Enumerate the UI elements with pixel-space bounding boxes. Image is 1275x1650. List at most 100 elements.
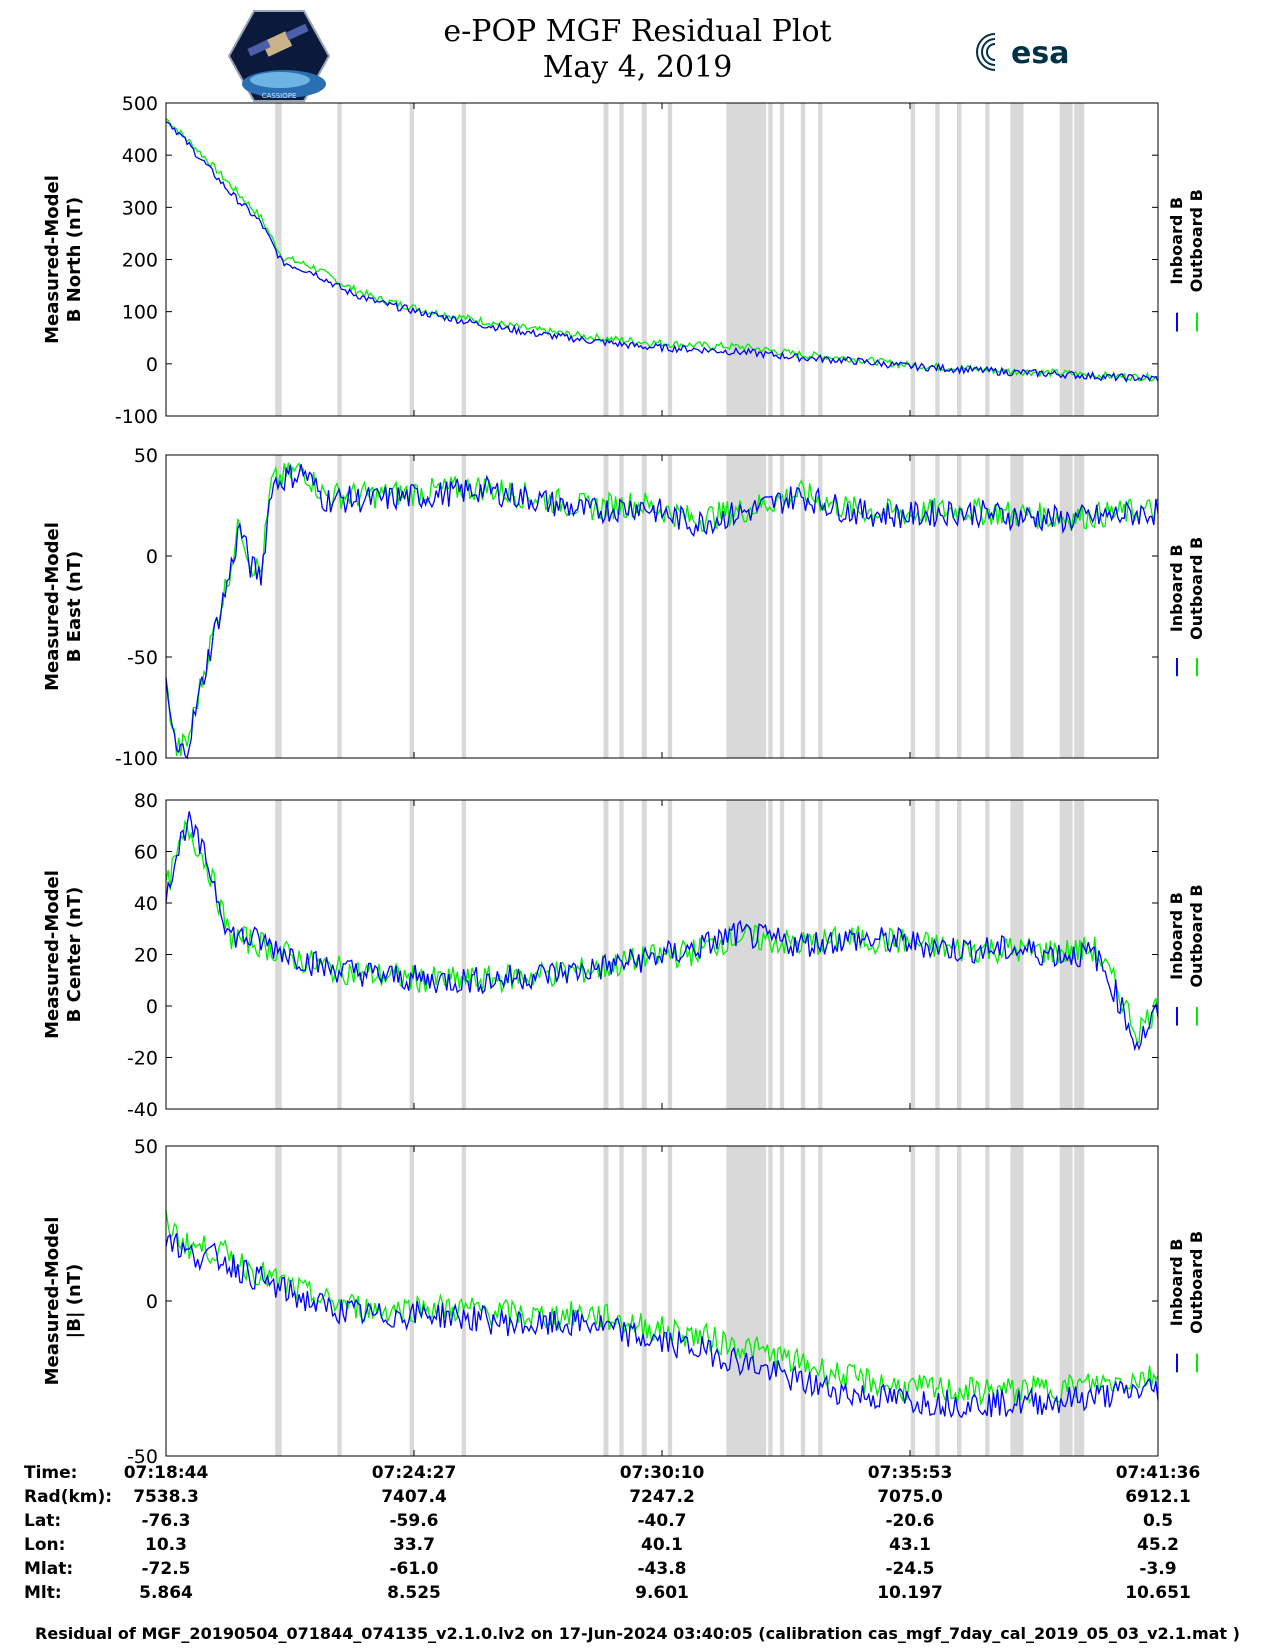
y-axis-label: Measured-Model [42,1217,63,1386]
plot-title: e-POP MGF Residual Plot May 4, 2019 [0,14,1275,86]
shaded-interval [1010,455,1024,758]
shaded-interval [910,800,916,1109]
shaded-interval [619,800,624,1109]
info-cell: 07:24:27 [371,1463,457,1483]
outboard-b-line [165,118,1159,382]
cassiope-logo-icon: CASSIOPE [228,10,330,102]
info-cell: 07:35:53 [867,1463,953,1483]
info-cell: 45.2 [1137,1535,1179,1555]
shaded-interval [275,800,282,1109]
inboard-b-line [165,1233,1159,1419]
legend-entry: Outboard B [1187,1231,1206,1334]
y-tick-label: 60 [134,842,158,864]
y-tick-label: 300 [122,197,158,219]
shaded-interval [1074,103,1085,416]
shaded-interval [337,800,342,1109]
info-cell: 6912.1 [1125,1487,1191,1507]
info-row-label: Rad(km): [24,1487,113,1507]
shaded-interval [779,455,785,758]
shaded-interval [768,455,773,758]
inboard-b-line [165,464,1159,760]
shaded-interval [818,1146,823,1456]
shaded-interval [985,455,990,758]
y-axis-label: B North (nT) [64,197,85,323]
info-cell: -20.6 [885,1511,935,1531]
info-cell: -76.3 [141,1511,191,1531]
y-tick-label: 500 [122,93,158,115]
info-cell: 7247.2 [629,1487,695,1507]
info-row-label: Lon: [24,1535,66,1555]
logo-right-label: esa [1011,36,1069,71]
info-cell: -72.5 [141,1559,191,1579]
shaded-interval [337,103,342,416]
outboard-b-line [165,462,1159,757]
shaded-interval [910,1146,916,1456]
y-tick-label: 0 [146,354,158,376]
info-row-label: Mlat: [24,1559,74,1579]
shaded-interval [956,455,962,758]
y-tick-label: -100 [115,406,158,428]
info-cell: -40.7 [637,1511,687,1531]
shaded-interval [935,800,940,1109]
shaded-interval [800,1146,806,1456]
y-axis-label: B East (nT) [64,551,85,663]
info-cell: 10.651 [1125,1583,1191,1603]
y-axis-label: B Center (nT) [64,887,85,1023]
esa-logo-icon: esa [976,33,1069,71]
shaded-interval [409,103,414,416]
info-cell: 5.864 [139,1583,193,1603]
footer-caption: Residual of MGF_20190504_071844_074135_v… [35,1624,1240,1643]
info-cell: -3.9 [1139,1559,1177,1579]
title-line-2: May 4, 2019 [542,50,733,85]
shaded-interval [935,1146,940,1456]
shaded-interval [275,103,282,416]
shaded-interval [1059,103,1073,416]
info-row: Mlat: -72.5 -61.0 -43.8 -24.5 -3.9 [0,1559,1275,1583]
info-row-label: Time: [24,1463,78,1483]
shaded-interval [667,103,673,416]
shaded-interval [275,1146,282,1456]
shaded-interval [800,800,806,1109]
logo-left-label: CASSIOPE [262,92,297,100]
shaded-interval [619,1146,624,1456]
legend-entry: Inboard B [1167,1239,1186,1327]
shaded-interval [818,103,823,416]
shaded-interval [641,103,647,416]
y-tick-label: 400 [122,145,158,167]
shaded-interval [779,103,785,416]
info-row-label: Mlt: [24,1583,62,1603]
plot-frame [165,454,1159,759]
shaded-interval [768,800,773,1109]
shaded-interval [667,455,673,758]
shaded-interval [956,103,962,416]
outboard-b-line [165,1210,1159,1407]
shaded-interval [1074,1146,1085,1456]
shaded-interval [800,103,806,416]
y-tick-label: 80 [134,790,158,812]
shaded-interval [461,1146,467,1456]
info-row: Lat: -76.3 -59.6 -40.7 -20.6 0.5 [0,1511,1275,1535]
y-tick-label: -50 [127,647,158,669]
shaded-interval [726,1146,767,1456]
shaded-interval [275,455,282,758]
y-tick-label: 100 [122,302,158,324]
shaded-interval [985,800,990,1109]
shaded-interval [619,455,624,758]
y-tick-label: 20 [134,945,158,967]
info-cell: -59.6 [389,1511,439,1531]
shaded-interval [1074,455,1085,758]
legend-entry: Inboard B [1167,197,1186,285]
y-axis-label: Measured-Model [42,175,63,344]
y-tick-label: 0 [146,996,158,1018]
info-cell: 43.1 [889,1535,931,1555]
shaded-interval [603,103,609,416]
y-tick-label: 200 [122,250,158,272]
info-cell: 07:18:44 [123,1463,209,1483]
shaded-interval [619,103,624,416]
y-tick-label: -100 [115,748,158,770]
shaded-interval [935,103,940,416]
info-cell: 7538.3 [133,1487,199,1507]
shaded-interval [726,103,767,416]
info-cell: 07:30:10 [619,1463,705,1483]
